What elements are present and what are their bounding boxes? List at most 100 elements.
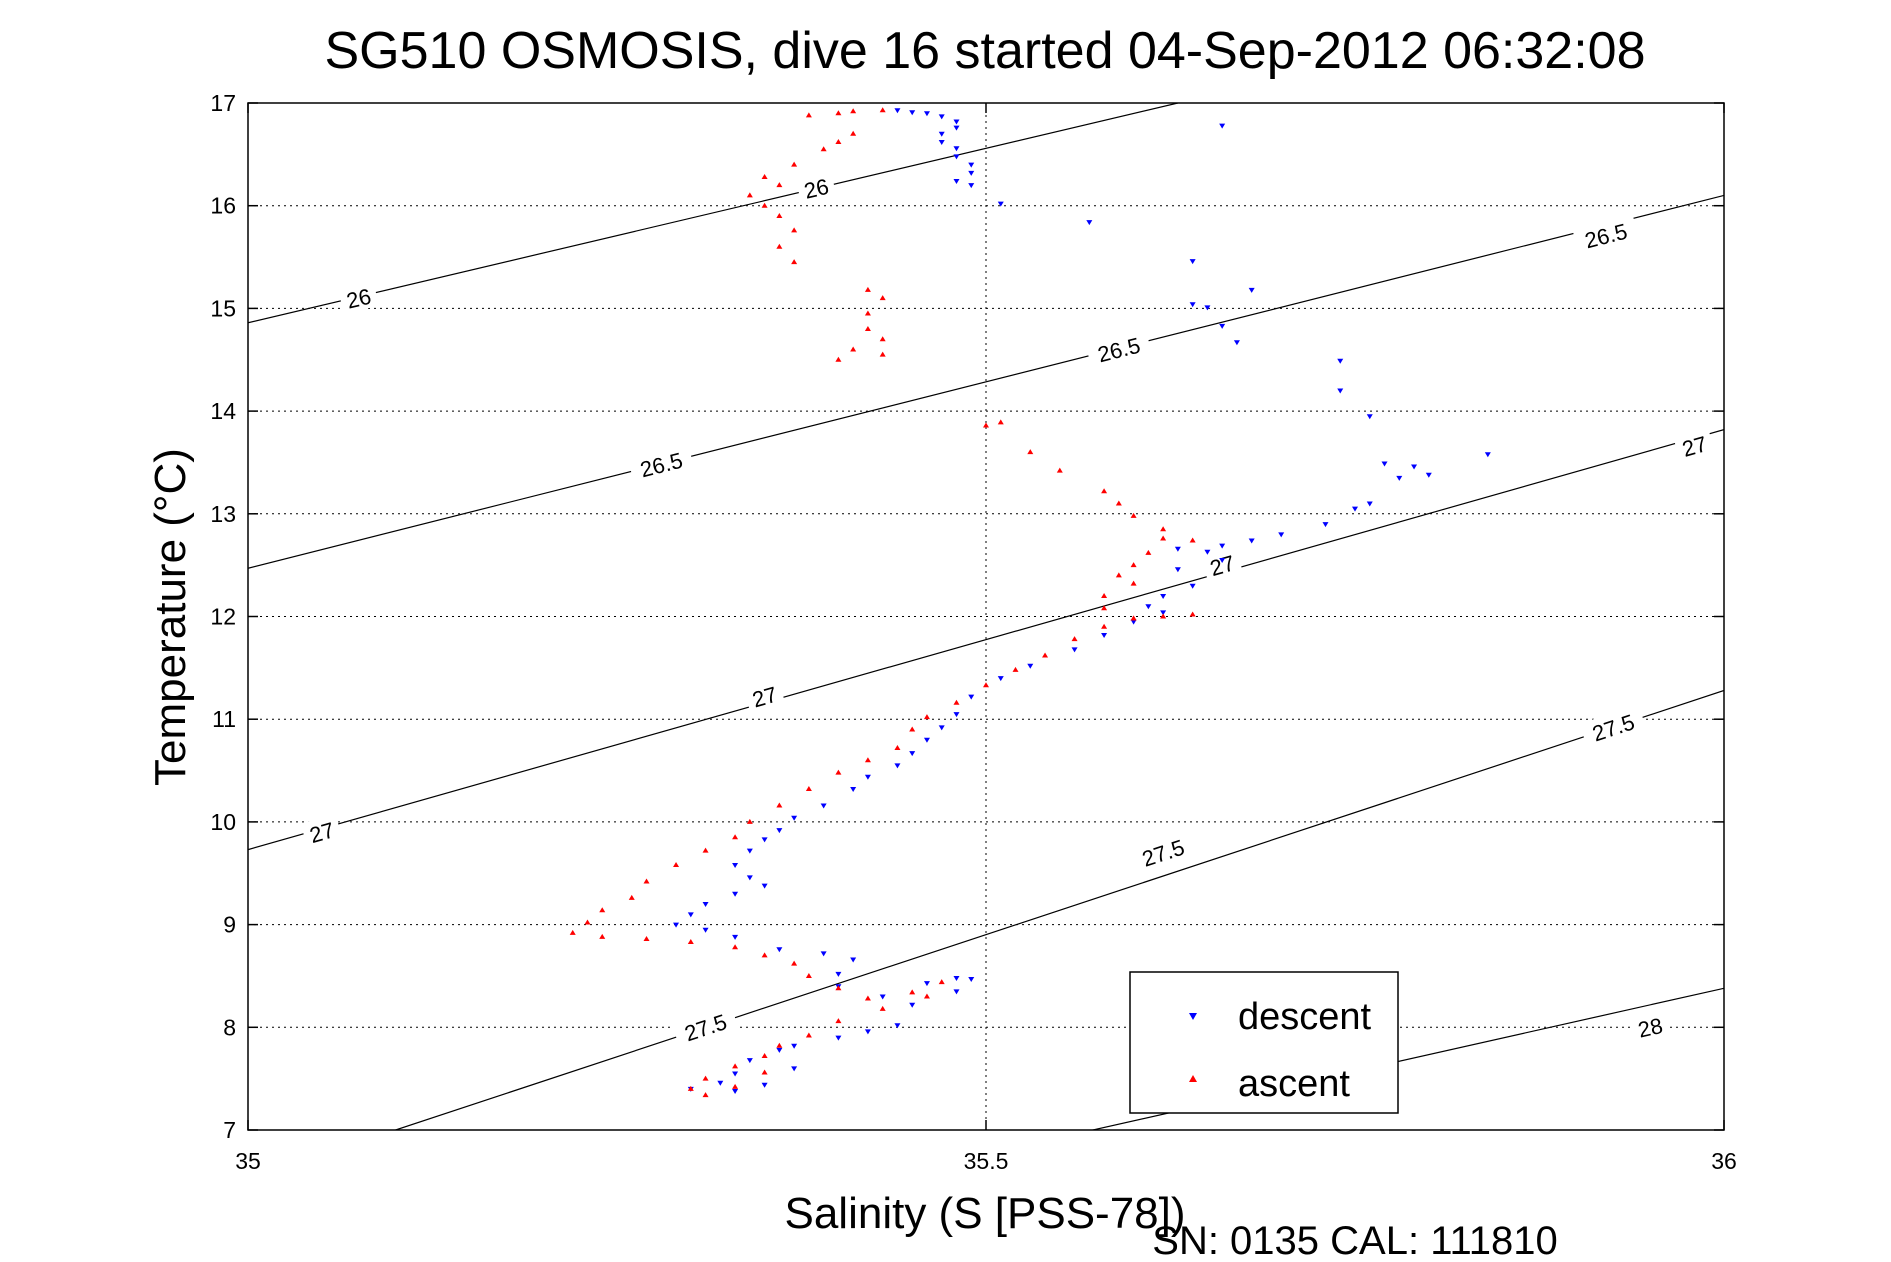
ascent-point xyxy=(732,834,739,840)
descent-point xyxy=(732,891,739,897)
ascent-point xyxy=(1115,572,1122,578)
isopycnal-label-text: 28 xyxy=(1636,1013,1665,1043)
ascent-point xyxy=(584,919,591,925)
ascent-point xyxy=(1071,636,1078,642)
ascent-point xyxy=(835,769,842,775)
ascent-point xyxy=(687,1085,694,1091)
ascent-point xyxy=(1130,512,1137,518)
descent-point xyxy=(732,934,739,940)
ascent-point xyxy=(864,286,871,292)
ascent-point xyxy=(1101,592,1108,598)
ascent-point xyxy=(835,356,842,362)
descent-point xyxy=(1337,388,1344,394)
isopycnal-label-bg xyxy=(795,170,837,205)
descent-point xyxy=(997,201,1004,207)
ascent-point xyxy=(702,1075,709,1081)
descent-point xyxy=(761,883,768,889)
descent-point xyxy=(1396,475,1403,481)
descent-point xyxy=(953,976,960,982)
ascent-point xyxy=(1160,526,1167,532)
descent-point xyxy=(968,170,975,176)
descent-point xyxy=(1101,632,1108,638)
isopycnal-label: 26 xyxy=(795,170,837,205)
ascent-point xyxy=(879,1005,886,1011)
isopycnal-label-bg xyxy=(337,280,379,314)
ascent-point xyxy=(761,173,768,179)
ascent-point xyxy=(864,310,871,316)
descent-point xyxy=(1248,538,1255,544)
descent-point xyxy=(1233,340,1240,346)
isopycnal-label-bg xyxy=(671,1004,739,1049)
descent-point xyxy=(864,1029,871,1035)
ascent-point xyxy=(643,878,650,884)
descent-point xyxy=(864,774,871,780)
descent-point xyxy=(776,828,783,834)
ascent-point xyxy=(732,944,739,950)
legend-ascent-marker xyxy=(1189,1075,1197,1082)
descent-point xyxy=(1248,287,1255,293)
descent-point xyxy=(1278,532,1285,538)
ascent-point xyxy=(953,699,960,705)
ascent-point xyxy=(1130,615,1137,621)
y-tick-label: 9 xyxy=(223,912,236,938)
descent-point xyxy=(923,111,930,117)
isopycnal-label: 27 xyxy=(1673,427,1716,463)
descent-point xyxy=(1071,647,1078,653)
descent-point xyxy=(1219,323,1226,329)
ascent-point xyxy=(599,907,606,913)
descent-point xyxy=(923,981,930,987)
isopycnal-label-bg xyxy=(1085,328,1152,369)
descent-point xyxy=(953,125,960,131)
legend-box xyxy=(1129,971,1399,1114)
descent-point xyxy=(1366,501,1373,507)
descent-point xyxy=(1204,305,1211,311)
ascent-point xyxy=(761,202,768,208)
isopycnal-label: 26 xyxy=(337,280,379,314)
ascent-point xyxy=(776,243,783,249)
ascent-point xyxy=(687,939,694,945)
descent-point xyxy=(1086,220,1093,226)
y-tick-label: 14 xyxy=(210,398,236,424)
chart-title: SG510 OSMOSIS, dive 16 started 04-Sep-20… xyxy=(324,22,1645,80)
ascent-point xyxy=(879,107,886,113)
ascent-point xyxy=(761,1053,768,1059)
descent-point xyxy=(1411,464,1418,470)
ascent-point xyxy=(746,818,753,824)
isopycnal-label-bg xyxy=(627,443,695,484)
ascent-point xyxy=(702,1092,709,1098)
isopycnal-label: 26.5 xyxy=(627,443,695,484)
ascent-point xyxy=(791,161,798,167)
ascent-point xyxy=(1101,488,1108,494)
descent-point xyxy=(1204,549,1211,555)
descent-point xyxy=(791,1043,798,1049)
isopycnal-contours xyxy=(248,103,1724,1130)
descent-point xyxy=(673,922,680,928)
isopycnal-label: 26.5 xyxy=(1085,328,1152,369)
ascent-point xyxy=(746,192,753,198)
descent-point xyxy=(938,725,945,731)
ascent-point xyxy=(702,847,709,853)
ascent-point xyxy=(879,351,886,357)
ascent-point xyxy=(1042,652,1049,658)
ascent-point xyxy=(776,212,783,218)
data-points xyxy=(569,107,1491,1098)
descent-point xyxy=(909,751,916,757)
ascent-point xyxy=(599,933,606,939)
ascent-point xyxy=(1056,467,1063,473)
descent-point xyxy=(791,815,798,821)
x-tick-label: 36 xyxy=(1711,1148,1737,1174)
ascent-point xyxy=(835,1018,842,1024)
legend-descent-marker xyxy=(1189,1013,1197,1020)
descent-point xyxy=(894,108,901,114)
ascent-point xyxy=(879,336,886,342)
descent-point xyxy=(1145,604,1152,610)
y-tick-label: 13 xyxy=(210,501,236,527)
serial-calibration-footer: SN: 0135 CAL: 111810 xyxy=(1152,1219,1557,1262)
isopycnal-labels: 26 26 26.5 26.5 26.5 27 27 27 27 27.5 27.5 27.5 28 xyxy=(300,170,1716,1049)
ascent-point xyxy=(909,726,916,732)
descent-point xyxy=(938,131,945,137)
descent-point xyxy=(732,863,739,869)
ascent-point xyxy=(997,419,1004,425)
